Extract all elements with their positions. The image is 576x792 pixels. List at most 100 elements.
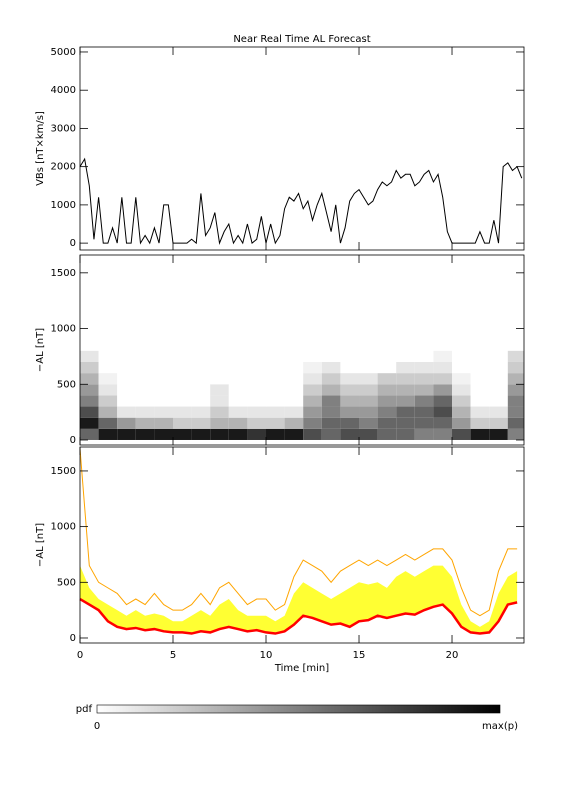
pdf-cell [414, 406, 434, 418]
pdf-cell [321, 395, 341, 407]
pdf-cell [489, 428, 508, 440]
pdf-cell [414, 361, 434, 374]
pdf-cell [117, 373, 136, 385]
pdf-cell [98, 428, 118, 440]
pdf-cell [507, 417, 524, 429]
pdf-cell [173, 417, 192, 429]
pdf-cell [396, 428, 415, 440]
pdf-cell [414, 373, 434, 385]
pdf-cell [154, 361, 174, 374]
y-tick-label: 0 [70, 633, 76, 644]
pdf-cell [470, 417, 490, 429]
pdf-cell [489, 384, 508, 396]
pdf-cell [98, 361, 118, 374]
colorbar [96, 704, 501, 714]
pdf-cell [433, 361, 453, 374]
pdf-cell [321, 373, 341, 385]
pdf-cell [507, 406, 524, 418]
pdf-cell [228, 395, 248, 407]
pdf-cell [321, 350, 341, 362]
pdf-cell [210, 384, 229, 396]
pdf-cell [414, 384, 434, 396]
pdf-cell [191, 428, 211, 440]
pdf-cell [359, 417, 378, 429]
pdf-cell [154, 373, 174, 385]
pdf-cell [507, 361, 524, 374]
pdf-cell [377, 406, 397, 418]
pdf-cell [452, 384, 471, 396]
pdf-cell [414, 428, 434, 440]
y-axis-label: −AL [nT] [35, 328, 46, 372]
pdf-cell [433, 350, 453, 362]
pdf-cell [340, 361, 360, 374]
y-tick-label: 2000 [51, 162, 76, 173]
pdf-cell [433, 428, 453, 440]
pdf-cell [117, 384, 136, 396]
pdf-cell [377, 417, 397, 429]
pdf-cell [321, 417, 341, 429]
series-line [79, 157, 523, 245]
pdf-cell [470, 428, 490, 440]
x-tick-label: 0 [77, 650, 83, 661]
pdf-cell [414, 395, 434, 407]
pdf-cell [98, 406, 118, 418]
pdf-cell [173, 373, 192, 385]
pdf-cell [452, 361, 471, 374]
pdf-cell [507, 350, 524, 362]
pdf-cell [359, 350, 378, 362]
pdf-cell [210, 373, 229, 385]
pdf-cell [154, 350, 174, 362]
pdf-cell [210, 395, 229, 407]
pdf-cell [117, 361, 136, 374]
pdf-cell [80, 373, 99, 385]
pdf-cell [191, 406, 211, 418]
pdf-cell [489, 417, 508, 429]
pdf-cell [247, 428, 267, 440]
pdf-cell [340, 384, 360, 396]
pdf-cell [173, 361, 192, 374]
y-axis-label: −AL [nT] [35, 523, 46, 567]
y-tick-label: 1500 [51, 466, 76, 477]
pdf-cell [210, 350, 229, 362]
pdf-cell [470, 384, 490, 396]
pdf-cell [452, 417, 471, 429]
pdf-cell [284, 373, 304, 385]
pdf-cell [80, 361, 99, 374]
y-tick-label: 1000 [51, 200, 76, 211]
heatmap [80, 350, 524, 440]
pdf-cell [340, 350, 360, 362]
y-tick-label: 4000 [51, 85, 76, 96]
pdf-cell [303, 350, 322, 362]
pdf-cell [80, 406, 99, 418]
pdf-cell [489, 361, 508, 374]
pdf-cell [173, 395, 192, 407]
pdf-cell [247, 417, 267, 429]
pdf-cell [321, 428, 341, 440]
pdf-cell [266, 361, 285, 374]
pdf-cell [433, 395, 453, 407]
pdf-cell [489, 406, 508, 418]
pdf-cell [228, 428, 248, 440]
pdf-cell [98, 350, 118, 362]
pdf-cell [98, 395, 118, 407]
pdf-cell [414, 350, 434, 362]
pdf-cell [135, 417, 155, 429]
pdf-cell [452, 406, 471, 418]
pdf-cell [154, 428, 174, 440]
pdf-cell [396, 373, 415, 385]
pdf-cell [284, 417, 304, 429]
pdf-cell [117, 417, 136, 429]
y-tick-label: 3000 [51, 123, 76, 134]
pdf-cell [135, 350, 155, 362]
pdf-cell [228, 406, 248, 418]
pdf-cell [507, 373, 524, 385]
pdf-cell [433, 384, 453, 396]
pdf-cell [135, 395, 155, 407]
pdf-cell [452, 395, 471, 407]
pdf-cell [284, 384, 304, 396]
pdf-cell [452, 428, 471, 440]
pdf-cell [452, 373, 471, 385]
pdf-cell [191, 373, 211, 385]
pdf-cell [228, 350, 248, 362]
